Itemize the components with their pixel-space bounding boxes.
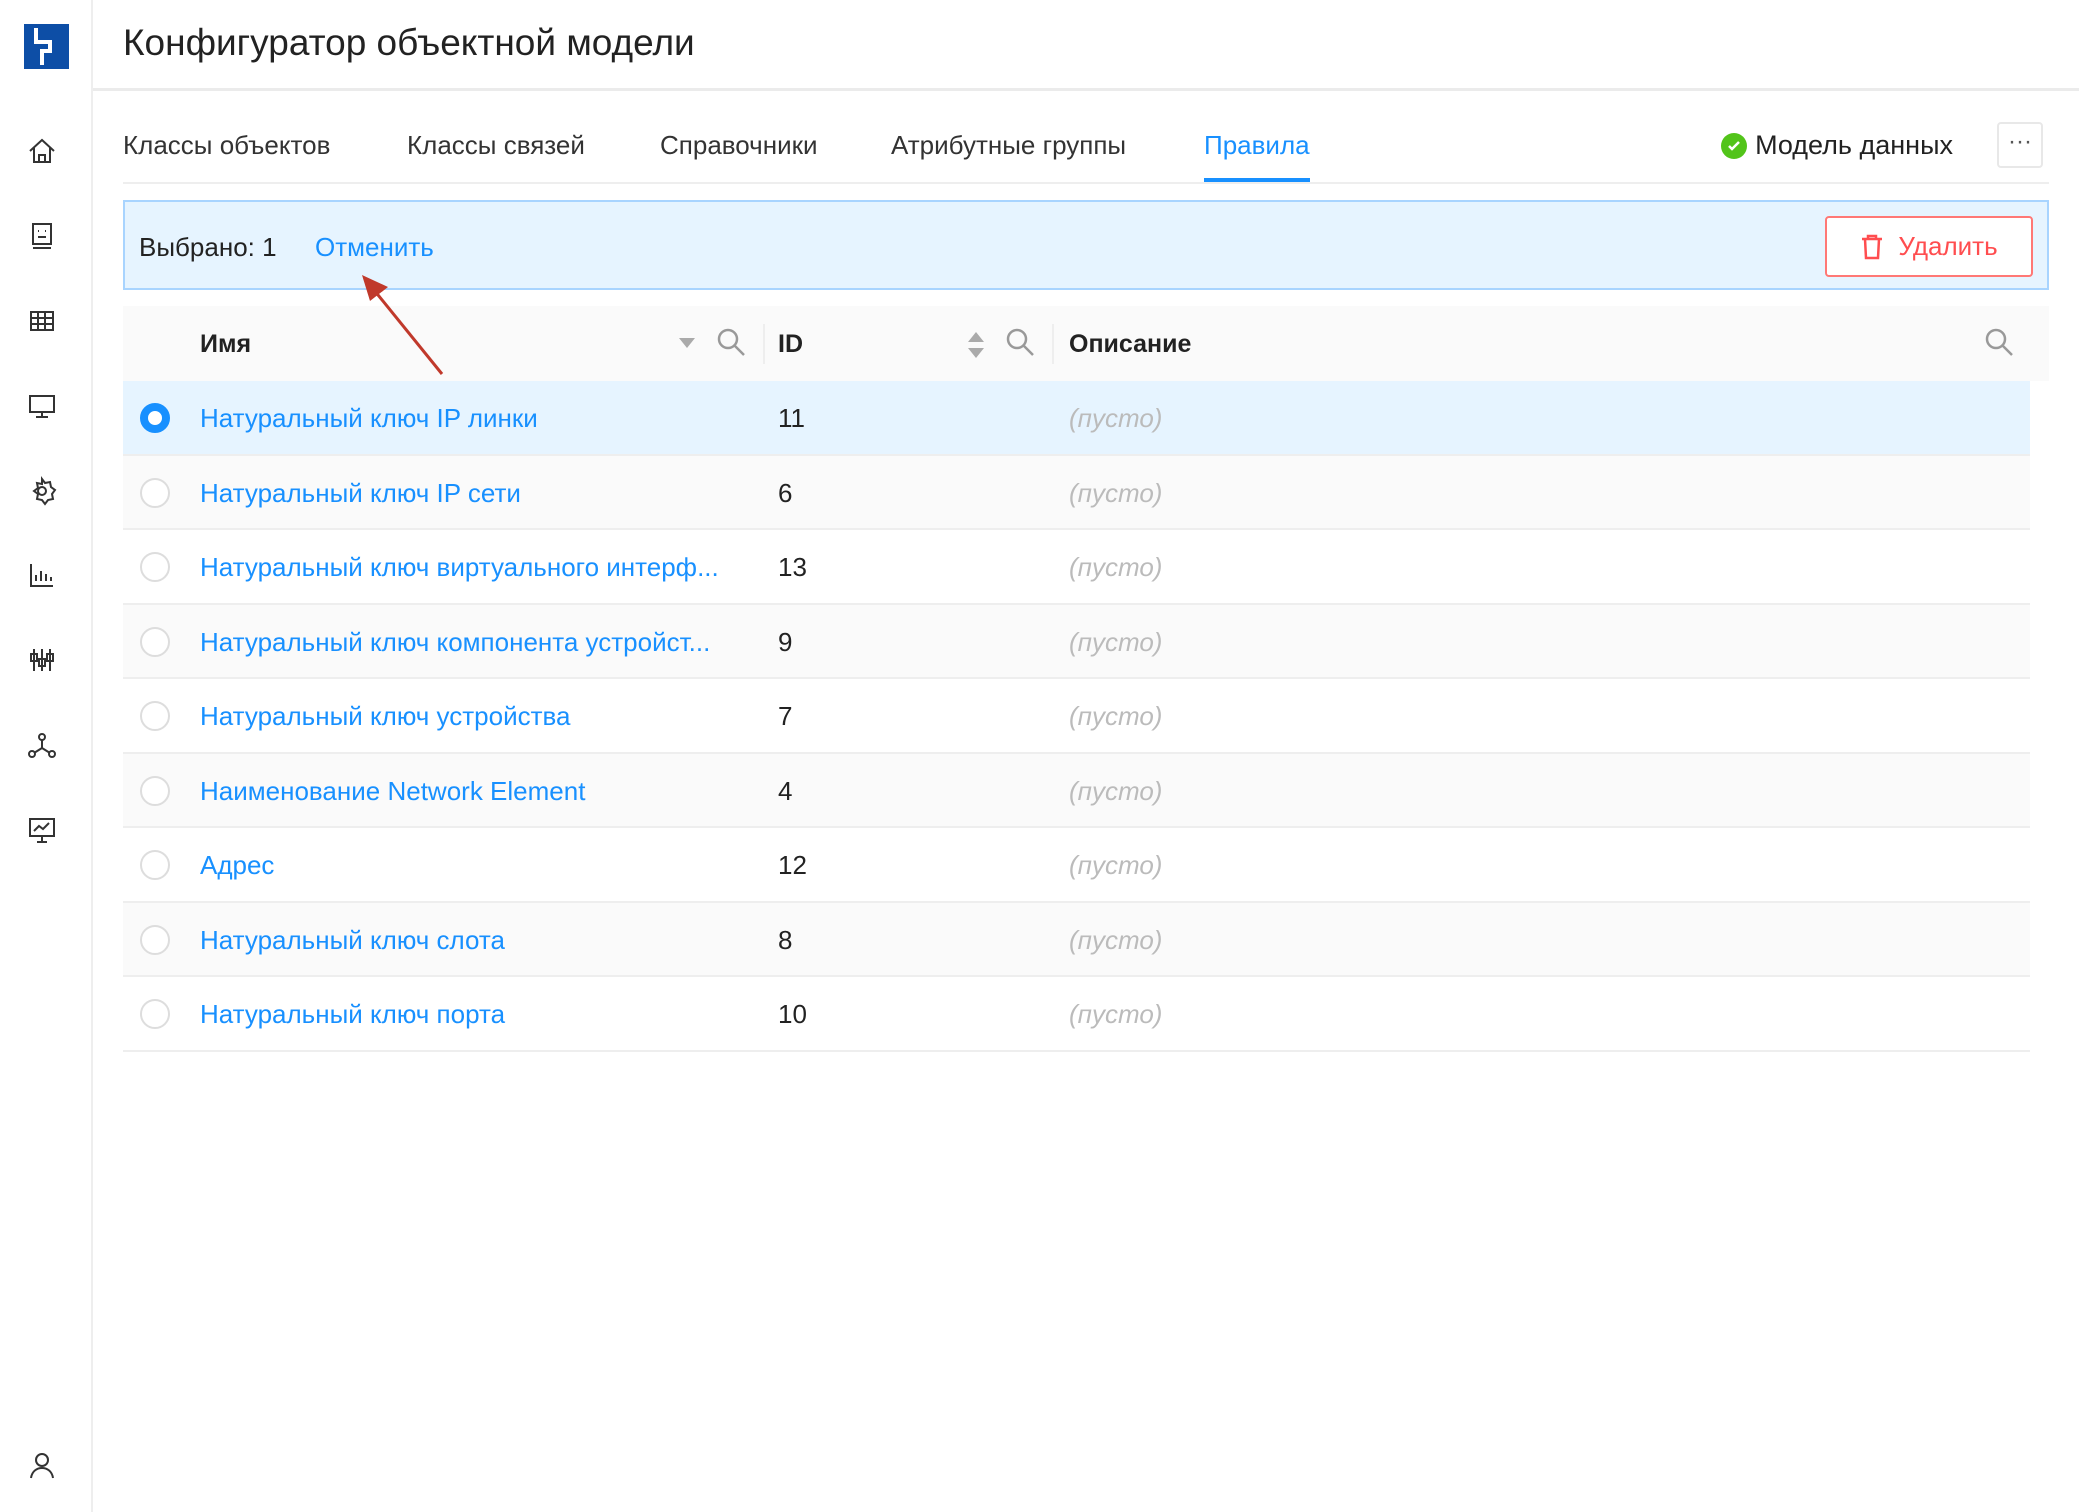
selection-bar: Выбрано: 1 Отменить Удалить	[123, 200, 2049, 290]
column-divider	[763, 324, 765, 364]
table-row[interactable]: Натуральный ключ слота 8 (пусто)	[123, 902, 2030, 977]
row-id: 10	[778, 999, 807, 1029]
row-name-link[interactable]: Натуральный ключ компонента устройст...	[200, 626, 711, 657]
home-icon[interactable]	[24, 133, 60, 169]
row-id: 7	[778, 701, 793, 731]
sidebar	[0, 0, 93, 1512]
row-radio[interactable]	[140, 552, 170, 582]
more-button[interactable]: ···	[1997, 122, 2043, 168]
trash-icon	[1862, 234, 1883, 259]
row-name-link[interactable]: Адрес	[200, 850, 275, 880]
table-row[interactable]: Натуральный ключ компонента устройст... 9…	[123, 604, 2030, 679]
column-header-name[interactable]: Имя	[200, 330, 252, 358]
app-logo[interactable]	[24, 24, 69, 69]
table-row[interactable]: Адрес 12 (пусто)	[123, 828, 2030, 903]
row-description: (пусто)	[1069, 924, 1163, 955]
row-radio[interactable]	[140, 403, 170, 433]
sliders-icon[interactable]	[24, 642, 60, 678]
search-icon[interactable]	[715, 326, 747, 358]
tab-attribute-groups[interactable]: Атрибутные группы	[891, 130, 1127, 160]
row-name-link[interactable]: Натуральный ключ IP сети	[200, 477, 521, 508]
tab-link-classes[interactable]: Классы связей	[407, 130, 585, 160]
bar-chart-icon[interactable]	[24, 557, 60, 593]
row-radio[interactable]	[140, 850, 170, 880]
page-title: Конфигуратор объектной модели	[123, 22, 695, 63]
profile-card-icon[interactable]	[24, 218, 60, 254]
row-radio[interactable]	[140, 477, 170, 508]
table-row[interactable]: Натуральный ключ IP сети 6 (пусто)	[123, 455, 2030, 530]
row-radio[interactable]	[140, 626, 170, 657]
row-name-link[interactable]: Натуральный ключ порта	[200, 999, 506, 1029]
row-id: 6	[778, 477, 793, 508]
selected-count: Выбрано: 1	[139, 232, 277, 262]
row-id: 11	[778, 403, 805, 433]
row-name-link[interactable]: Натуральный ключ IP линки	[200, 403, 538, 433]
sort-down-icon[interactable]	[679, 338, 695, 348]
presentation-chart-icon[interactable]	[24, 812, 60, 848]
row-id: 12	[778, 850, 807, 880]
sort-icon[interactable]	[968, 330, 984, 360]
user-icon[interactable]	[24, 1447, 60, 1483]
row-id: 8	[778, 924, 793, 955]
row-description: (пусто)	[1069, 850, 1163, 880]
row-radio[interactable]	[140, 999, 170, 1029]
data-model-label: Модель данных	[1755, 130, 1953, 160]
tab-bar: Классы объектов Классы связей Справочник…	[123, 120, 2049, 184]
tab-rules[interactable]: Правила	[1204, 130, 1310, 182]
row-description: (пусто)	[1069, 701, 1163, 731]
column-divider	[1052, 324, 1054, 364]
network-icon[interactable]	[24, 727, 60, 763]
search-icon[interactable]	[1004, 326, 1036, 358]
table-body: Натуральный ключ IP линки 11 (пусто) Натур…	[123, 381, 2030, 1052]
row-name-link[interactable]: Натуральный ключ слота	[200, 924, 505, 955]
row-radio[interactable]	[140, 924, 170, 955]
cancel-selection-link[interactable]: Отменить	[315, 232, 434, 262]
table-row[interactable]: Натуральный ключ IP линки 11 (пусто)	[123, 381, 2030, 456]
row-name-link[interactable]: Натуральный ключ виртуального интерф...	[200, 552, 719, 582]
row-description: (пусто)	[1069, 626, 1163, 657]
table-row[interactable]: Наименование Network Element 4 (пусто)	[123, 753, 2030, 828]
row-description: (пусто)	[1069, 775, 1163, 806]
delete-label: Удалить	[1898, 231, 1998, 261]
column-header-id[interactable]: ID	[778, 330, 803, 358]
row-description: (пусто)	[1069, 403, 1163, 433]
search-icon[interactable]	[1983, 326, 2015, 358]
row-radio[interactable]	[140, 701, 170, 731]
row-id: 4	[778, 775, 793, 806]
row-id: 13	[778, 552, 807, 582]
table-row[interactable]: Натуральный ключ порта 10 (пусто)	[123, 977, 2030, 1052]
header: Конфигуратор объектной модели	[93, 0, 2079, 91]
row-description: (пусто)	[1069, 552, 1163, 582]
data-model-status[interactable]: Модель данных	[1721, 130, 1953, 161]
row-id: 9	[778, 626, 793, 657]
monitor-icon[interactable]	[24, 388, 60, 424]
table-header: Имя ID Описание	[123, 306, 2049, 381]
delete-button[interactable]: Удалить	[1825, 216, 2033, 277]
tab-object-classes[interactable]: Классы объектов	[123, 130, 331, 160]
gear-icon[interactable]	[24, 473, 60, 509]
row-description: (пусто)	[1069, 999, 1163, 1029]
table-row[interactable]: Натуральный ключ виртуального интерф... 1…	[123, 530, 2030, 605]
row-description: (пусто)	[1069, 477, 1163, 508]
table-row[interactable]: Натуральный ключ устройства 7 (пусто)	[123, 679, 2030, 754]
column-header-description[interactable]: Описание	[1069, 330, 1192, 358]
row-name-link[interactable]: Наименование Network Element	[200, 775, 586, 806]
tab-dictionaries[interactable]: Справочники	[660, 130, 818, 160]
check-circle-icon	[1721, 132, 1748, 159]
row-radio[interactable]	[140, 775, 170, 806]
table-icon[interactable]	[24, 303, 60, 339]
row-name-link[interactable]: Натуральный ключ устройства	[200, 701, 571, 731]
